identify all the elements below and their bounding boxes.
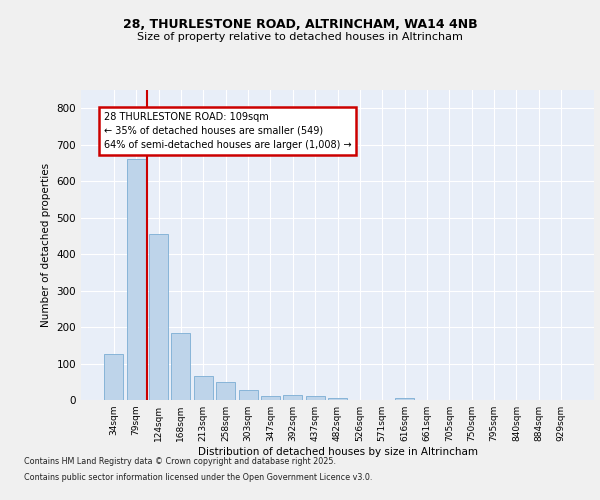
Text: 28, THURLESTONE ROAD, ALTRINCHAM, WA14 4NB: 28, THURLESTONE ROAD, ALTRINCHAM, WA14 4… <box>122 18 478 30</box>
Bar <box>305 396 325 400</box>
Bar <box>127 160 146 400</box>
Text: 28 THURLESTONE ROAD: 109sqm
← 35% of detached houses are smaller (549)
64% of se: 28 THURLESTONE ROAD: 109sqm ← 35% of det… <box>104 112 352 150</box>
Text: Contains HM Land Registry data © Crown copyright and database right 2025.: Contains HM Land Registry data © Crown c… <box>24 458 336 466</box>
Bar <box>194 376 213 400</box>
Bar <box>239 390 257 400</box>
Text: Size of property relative to detached houses in Altrincham: Size of property relative to detached ho… <box>137 32 463 42</box>
Bar <box>104 354 124 400</box>
Text: Contains public sector information licensed under the Open Government Licence v3: Contains public sector information licen… <box>24 472 373 482</box>
Bar <box>395 398 414 400</box>
Bar <box>149 234 168 400</box>
Bar <box>172 332 190 400</box>
Bar <box>261 396 280 400</box>
Bar <box>216 382 235 400</box>
Bar <box>283 394 302 400</box>
Y-axis label: Number of detached properties: Number of detached properties <box>41 163 51 327</box>
Bar <box>328 398 347 400</box>
X-axis label: Distribution of detached houses by size in Altrincham: Distribution of detached houses by size … <box>197 447 478 457</box>
